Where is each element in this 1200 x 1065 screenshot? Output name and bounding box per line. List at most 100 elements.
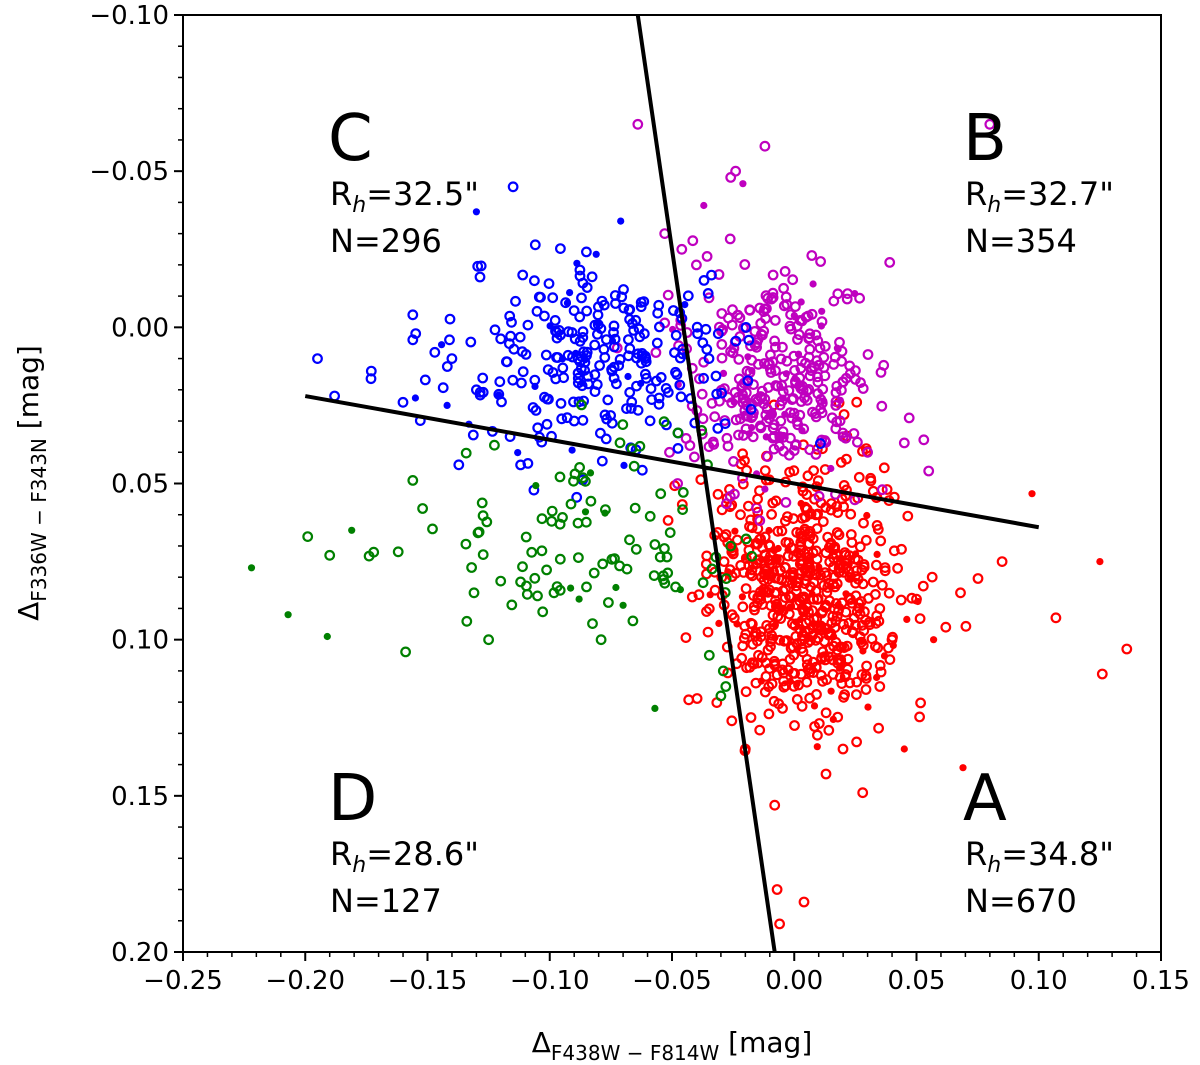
point-C (569, 333, 581, 345)
point-B (729, 488, 740, 500)
point-C (600, 433, 612, 445)
point-C (446, 353, 458, 365)
point-C (508, 343, 520, 355)
point-D (536, 545, 548, 557)
point-A (764, 623, 775, 634)
point-B (804, 328, 816, 340)
point-A (784, 466, 795, 478)
dividing-lines (304, 14, 1040, 953)
point-B (923, 465, 935, 477)
point-A (728, 612, 740, 624)
point-A (788, 550, 799, 562)
point-C (539, 310, 550, 322)
point-D (392, 546, 404, 558)
point-A (811, 613, 823, 624)
point-A (778, 681, 790, 693)
point-B (862, 446, 873, 458)
point-C (598, 343, 610, 355)
point-B (761, 303, 772, 315)
point-A (752, 592, 764, 603)
y-tick-label: 0.15 (111, 782, 169, 812)
point-C (595, 427, 606, 439)
point-C (549, 315, 561, 326)
point-A (851, 736, 862, 748)
point-D (537, 606, 549, 618)
point-D (529, 572, 541, 584)
point-B (836, 345, 848, 357)
point-D (740, 533, 752, 545)
point-B (831, 416, 842, 428)
point-A (843, 592, 855, 604)
point-C (646, 394, 658, 406)
point-A (1028, 490, 1036, 498)
point-C (535, 291, 546, 303)
point-B (700, 201, 708, 210)
point-A (726, 715, 738, 727)
point-A (766, 633, 778, 645)
group-n-B: N=354 (965, 222, 1077, 260)
point-C (719, 418, 731, 430)
point-D (521, 580, 532, 592)
point-A (815, 563, 823, 571)
y-tick-label: 0.00 (111, 313, 169, 343)
point-A (796, 700, 808, 712)
x-tick-label: 0.10 (1010, 966, 1068, 996)
point-A (844, 572, 856, 583)
point-B (719, 369, 728, 377)
point-C (617, 217, 625, 225)
point-A (861, 660, 872, 672)
point-C (550, 373, 562, 385)
point-A (662, 515, 674, 526)
point-A (740, 686, 752, 698)
point-D (627, 615, 639, 627)
point-A (834, 601, 842, 609)
point-D (247, 564, 256, 572)
point-A (940, 621, 952, 633)
point-C (581, 246, 592, 258)
point-A (712, 488, 724, 500)
point-A (789, 668, 800, 679)
point-A (854, 541, 866, 553)
point-A (820, 707, 832, 719)
point-D (536, 513, 548, 525)
point-B (739, 259, 751, 270)
point-C (625, 403, 637, 414)
point-C (529, 239, 541, 251)
point-A (959, 764, 967, 772)
point-B (810, 411, 822, 423)
point-B (769, 335, 780, 347)
point-A (881, 484, 893, 495)
point-D (575, 595, 583, 603)
point-C (645, 383, 657, 395)
point-C (594, 319, 602, 328)
point-C (691, 321, 703, 333)
point-C (495, 391, 503, 399)
point-B (745, 430, 753, 438)
point-B (721, 498, 732, 510)
point-C (712, 423, 724, 434)
point-A (870, 640, 881, 652)
point-C (567, 351, 578, 363)
point-D (654, 551, 666, 563)
point-D (703, 649, 715, 661)
point-C (698, 275, 710, 286)
point-A (930, 636, 938, 644)
point-A (691, 693, 703, 704)
point-B (709, 411, 721, 423)
point-A (686, 591, 698, 603)
point-C (312, 353, 323, 365)
point-C (620, 461, 628, 469)
point-A (805, 581, 816, 593)
point-A (843, 566, 855, 577)
group-letter-B: B (963, 102, 1007, 176)
point-A (735, 560, 747, 571)
point-B (862, 349, 874, 360)
point-B (810, 449, 822, 460)
point-B (797, 298, 805, 306)
point-A (751, 537, 762, 549)
point-D (661, 551, 673, 563)
point-D (614, 560, 625, 572)
point-A (873, 673, 881, 682)
point-A (752, 493, 763, 505)
point-A (915, 697, 926, 709)
